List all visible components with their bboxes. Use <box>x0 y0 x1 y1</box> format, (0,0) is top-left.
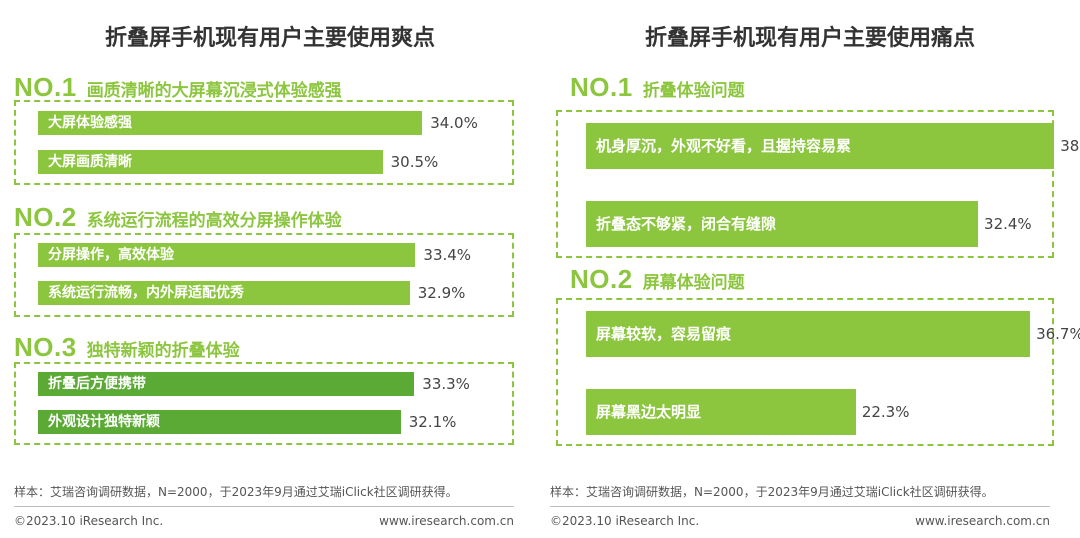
bar-fill <box>586 123 1055 169</box>
bar-fill <box>38 372 415 396</box>
copyright: ©2023.10 iResearch Inc. <box>550 514 700 528</box>
bar-category-label: 分屏操作，高效体验 <box>48 247 174 263</box>
group-title: 屏幕体验问题 <box>642 273 745 293</box>
group-rank: NO.2 <box>14 202 77 232</box>
bar-value-label: 33.4% <box>423 246 472 264</box>
left-bar-3: 分屏操作，高效体验 33.4% <box>38 243 475 267</box>
bar-fill <box>38 410 401 434</box>
right-bar-3: 屏幕较软，容易留痕 36.7% <box>586 311 1080 357</box>
bar-value-label: 32.4% <box>984 215 1032 233</box>
right-group-1-box <box>556 110 1054 258</box>
bar-category-label: 屏幕较软，容易留痕 <box>596 325 732 343</box>
right-panel: 折叠屏手机现有用户主要使用痛点 NO.1 折叠体验问题 NO.2 屏幕体验问题 … <box>540 0 1080 538</box>
bar-value-label: 33.3% <box>422 375 470 393</box>
bar-category-label: 系统运行流畅，内外屏适配优秀 <box>48 285 244 301</box>
left-bar-1: 大屏体验感强 34.0% <box>38 111 482 135</box>
sample-note: 样本：艾瑞咨询调研数据，N=2000，于2023年9月通过艾瑞iClick社区调… <box>550 485 994 499</box>
bar-category-label: 大屏体验感强 <box>48 115 132 131</box>
right-group-1-heading: NO.1 折叠体验问题 <box>570 72 745 103</box>
group-rank: NO.1 <box>14 72 77 102</box>
group-rank: NO.3 <box>14 332 77 362</box>
bar-fill <box>586 389 856 435</box>
footer-divider <box>550 506 1050 507</box>
left-group-1-box <box>14 100 514 185</box>
left-group-3-heading: NO.3 独特新颖的折叠体验 <box>14 332 240 363</box>
bar-category-label: 机身厚沉，外观不好看，且握持容易累 <box>596 137 852 155</box>
bar-value-label: 36.7% <box>1036 325 1080 343</box>
bar-category-label: 折叠后方便携带 <box>48 376 146 392</box>
website-link[interactable]: www.iresearch.com.cn <box>915 514 1050 528</box>
bar-category-label: 屏幕黑边太明显 <box>596 403 702 421</box>
right-group-2-box <box>556 298 1054 446</box>
bar-value-label: 38.7% <box>1060 137 1080 155</box>
footer-divider <box>14 506 514 507</box>
bar-value-label: 32.1% <box>408 413 457 431</box>
group-title: 折叠体验问题 <box>642 81 745 101</box>
left-bar-6: 外观设计独特新颖 32.1% <box>38 410 461 434</box>
left-group-1-heading: NO.1 画质清晰的大屏幕沉浸式体验感强 <box>14 72 342 103</box>
right-bar-1: 机身厚沉，外观不好看，且握持容易累 38.7% <box>586 123 1080 169</box>
bar-value-label: 22.3% <box>861 403 910 421</box>
right-chart-title: 折叠屏手机现有用户主要使用痛点 <box>644 26 975 51</box>
left-bar-2: 大屏画质清晰 30.5% <box>38 150 443 174</box>
left-group-2-box <box>14 233 514 317</box>
left-group-3-box <box>14 362 514 445</box>
left-bar-5: 折叠后方便携带 33.3% <box>38 372 474 396</box>
bar-fill <box>38 243 416 267</box>
bar-category-label: 外观设计独特新颖 <box>48 414 160 430</box>
right-group-2-heading: NO.2 屏幕体验问题 <box>570 264 745 295</box>
left-panel: 折叠屏手机现有用户主要使用爽点 NO.1 画质清晰的大屏幕沉浸式体验感强 NO.… <box>14 26 514 528</box>
left-bar-4: 系统运行流畅，内外屏适配优秀 32.9% <box>38 281 470 305</box>
right-bar-4: 屏幕黑边太明显 22.3% <box>586 389 916 435</box>
sample-note: 样本：艾瑞咨询调研数据，N=2000，于2023年9月通过艾瑞iClick社区调… <box>14 485 458 499</box>
group-rank: NO.1 <box>570 72 633 102</box>
right-bar-2: 折叠态不够紧，闭合有缝隙 32.4% <box>586 201 1038 247</box>
bar-fill <box>586 311 1031 357</box>
bar-category-label: 折叠态不够紧，闭合有缝隙 <box>596 215 777 233</box>
bar-fill <box>38 281 410 305</box>
bar-value-label: 32.9% <box>417 284 466 302</box>
bar-value-label: 34.0% <box>430 114 478 132</box>
left-chart-title: 折叠屏手机现有用户主要使用爽点 <box>104 26 435 51</box>
group-title: 画质清晰的大屏幕沉浸式体验感强 <box>86 81 342 101</box>
bar-fill <box>586 201 979 247</box>
bar-fill <box>38 150 383 174</box>
group-rank: NO.2 <box>570 264 633 294</box>
bar-fill <box>38 111 423 135</box>
bar-category-label: 大屏画质清晰 <box>48 154 132 170</box>
bar-value-label: 30.5% <box>390 153 439 171</box>
group-title: 独特新颖的折叠体验 <box>86 341 240 361</box>
copyright: ©2023.10 iResearch Inc. <box>14 514 164 528</box>
group-title: 系统运行流程的高效分屏操作体验 <box>86 211 342 231</box>
website-link[interactable]: www.iresearch.com.cn <box>379 514 514 528</box>
left-group-2-heading: NO.2 系统运行流程的高效分屏操作体验 <box>14 202 342 233</box>
